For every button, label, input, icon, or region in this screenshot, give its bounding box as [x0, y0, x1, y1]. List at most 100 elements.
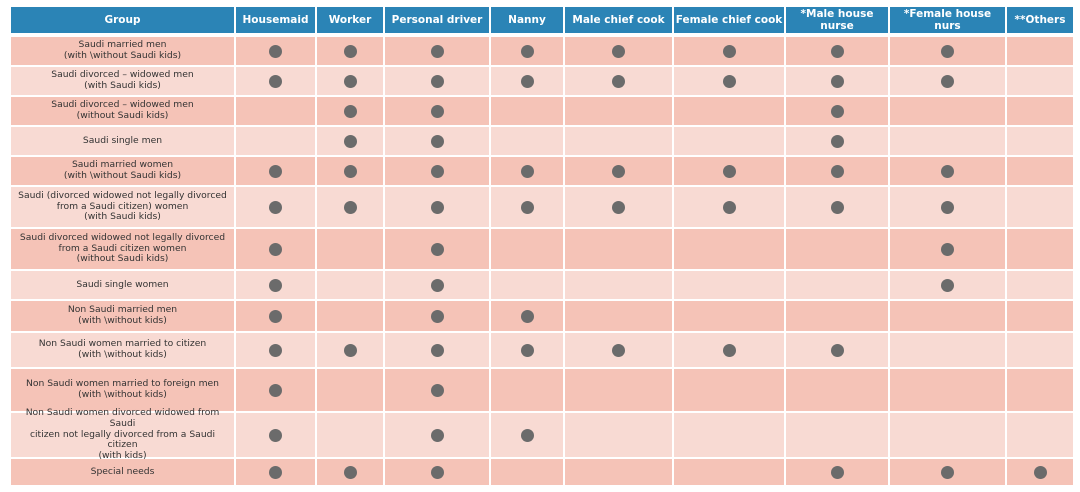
- table-cell: [385, 413, 489, 457]
- table-cell: [317, 37, 383, 65]
- table-cell: [491, 157, 563, 185]
- table-cell: [236, 413, 315, 457]
- table-cell: [317, 369, 383, 411]
- table-cell: [674, 97, 784, 125]
- table-cell: [786, 157, 888, 185]
- check-dot-icon: [612, 164, 625, 178]
- group-cell: Non Saudi married men (with \without kid…: [11, 301, 234, 331]
- table-cell: [385, 229, 489, 269]
- table-cell: [317, 187, 383, 227]
- table-cell: [491, 97, 563, 125]
- table-cell: [385, 301, 489, 331]
- check-dot-icon: [520, 428, 534, 442]
- table-cell: [786, 413, 888, 457]
- check-dot-icon: [520, 343, 534, 357]
- table-cell: [565, 369, 672, 411]
- table-cell: [1007, 127, 1073, 155]
- table-cell: [674, 37, 784, 65]
- table-cell: [786, 127, 888, 155]
- table-cell: [385, 369, 489, 411]
- table-cell: [236, 369, 315, 411]
- group-cell: Non Saudi women married to citizen (with…: [11, 333, 234, 367]
- table-cell: [674, 157, 784, 185]
- check-dot-icon: [430, 309, 444, 323]
- table-cell: [565, 459, 672, 485]
- column-header-others: **Others: [1007, 7, 1073, 33]
- table-cell: [565, 157, 672, 185]
- table-cell: [385, 187, 489, 227]
- table-cell: [317, 229, 383, 269]
- check-dot-icon: [269, 242, 282, 256]
- column-header-worker: Worker: [317, 7, 383, 33]
- check-dot-icon: [430, 104, 444, 118]
- table-cell: [236, 271, 315, 299]
- check-dot-icon: [343, 134, 357, 148]
- table-cell: [317, 157, 383, 185]
- table-cell: [491, 413, 563, 457]
- check-dot-icon: [343, 74, 357, 88]
- check-dot-icon: [830, 200, 844, 214]
- check-dot-icon: [612, 343, 625, 357]
- table-cell: [565, 271, 672, 299]
- table-cell: [565, 127, 672, 155]
- table-cell: [236, 127, 315, 155]
- check-dot-icon: [612, 200, 625, 214]
- check-dot-icon: [269, 465, 282, 479]
- table-cell: [1007, 37, 1073, 65]
- table-cell: [890, 187, 1005, 227]
- check-dot-icon: [430, 278, 444, 292]
- check-dot-icon: [269, 383, 282, 397]
- check-dot-icon: [830, 74, 844, 88]
- check-dot-icon: [722, 200, 736, 214]
- eligibility-table: Group Housemaid Worker Personal driver Nanny…: [11, 7, 1073, 485]
- check-dot-icon: [941, 44, 954, 58]
- table-cell: [236, 301, 315, 331]
- table-cell: [491, 67, 563, 95]
- check-dot-icon: [430, 44, 444, 58]
- table-cell: [491, 459, 563, 485]
- table-cell: [786, 67, 888, 95]
- table-cell: [317, 413, 383, 457]
- table-cell: [236, 459, 315, 485]
- column-header-personal-driver: Personal driver: [385, 7, 489, 33]
- table-cell: [565, 301, 672, 331]
- group-cell: Non Saudi women married to foreign men (…: [11, 369, 234, 411]
- check-dot-icon: [430, 383, 444, 397]
- group-cell: Saudi divorced widowed not legally divor…: [11, 229, 234, 269]
- table-cell: [491, 37, 563, 65]
- group-cell: Saudi single women: [11, 271, 234, 299]
- table-cell: [786, 333, 888, 367]
- table-cell: [236, 157, 315, 185]
- column-header-female-house-nurs: *Female house nurs: [890, 7, 1005, 33]
- group-cell: Saudi single men: [11, 127, 234, 155]
- check-dot-icon: [343, 44, 357, 58]
- check-dot-icon: [830, 343, 844, 357]
- group-cell: Special needs: [11, 459, 234, 485]
- check-dot-icon: [941, 74, 954, 88]
- table-cell: [317, 67, 383, 95]
- table-cell: [786, 97, 888, 125]
- table-cell: [674, 229, 784, 269]
- check-dot-icon: [430, 164, 444, 178]
- table-cell: [385, 97, 489, 125]
- check-dot-icon: [269, 309, 282, 323]
- table-cell: [890, 67, 1005, 95]
- table-cell: [317, 333, 383, 367]
- table-cell: [1007, 413, 1073, 457]
- table-cell: [890, 301, 1005, 331]
- table-cell: [1007, 67, 1073, 95]
- check-dot-icon: [941, 242, 954, 256]
- check-dot-icon: [343, 200, 357, 214]
- table-cell: [491, 187, 563, 227]
- check-dot-icon: [612, 44, 625, 58]
- table-cell: [1007, 157, 1073, 185]
- table-cell: [890, 37, 1005, 65]
- table-cell: [674, 67, 784, 95]
- group-cell: Saudi (divorced widowed not legally divo…: [11, 187, 234, 227]
- table-cell: [317, 301, 383, 331]
- table-cell: [236, 67, 315, 95]
- check-dot-icon: [830, 465, 844, 479]
- check-dot-icon: [722, 343, 736, 357]
- table-cell: [491, 229, 563, 269]
- table-cell: [1007, 369, 1073, 411]
